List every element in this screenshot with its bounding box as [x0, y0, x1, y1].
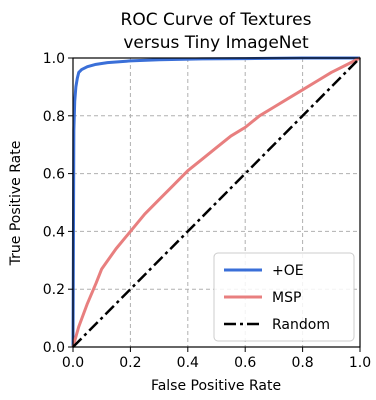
legend: +OE MSP Random — [213, 252, 355, 342]
x-tick-label: 0.0 — [62, 355, 84, 371]
y-tick-label: 0.2 — [43, 282, 65, 298]
y-tick-label: 0.4 — [43, 224, 65, 240]
legend-label: +OE — [272, 263, 304, 279]
x-tick-label: 0.8 — [291, 355, 313, 371]
series-line-msp — [71, 56, 361, 348]
x-axis-label: False Positive Rate — [151, 378, 281, 394]
series-line-random — [72, 57, 361, 348]
legend-box — [213, 252, 355, 342]
x-tick-label: 0.2 — [119, 355, 141, 371]
x-tick-label: 0.6 — [234, 355, 256, 371]
chart-title-line-1: ROC Curve of Textures — [121, 10, 312, 30]
plot-area: 0.0 0.2 0.4 0.6 0.8 1.0 0.0 0.2 0.4 0.6 0.8 1.0 — [43, 51, 371, 371]
y-tick-label: 1.0 — [43, 51, 65, 67]
series-line-oe — [71, 56, 360, 348]
y-axis-label: True Positive Rate — [8, 141, 24, 267]
chart-title-line-2: versus Tiny ImageNet — [123, 33, 309, 53]
x-tick-label: 0.4 — [177, 355, 199, 371]
y-tick-label: 0.8 — [43, 109, 65, 125]
y-tick-label: 0.0 — [43, 340, 65, 356]
y-tick-label: 0.6 — [43, 167, 65, 183]
x-tick-label: 1.0 — [349, 355, 371, 371]
legend-label: Random — [272, 317, 330, 333]
plot-frame — [72, 57, 361, 348]
legend-label: MSP — [272, 290, 301, 306]
